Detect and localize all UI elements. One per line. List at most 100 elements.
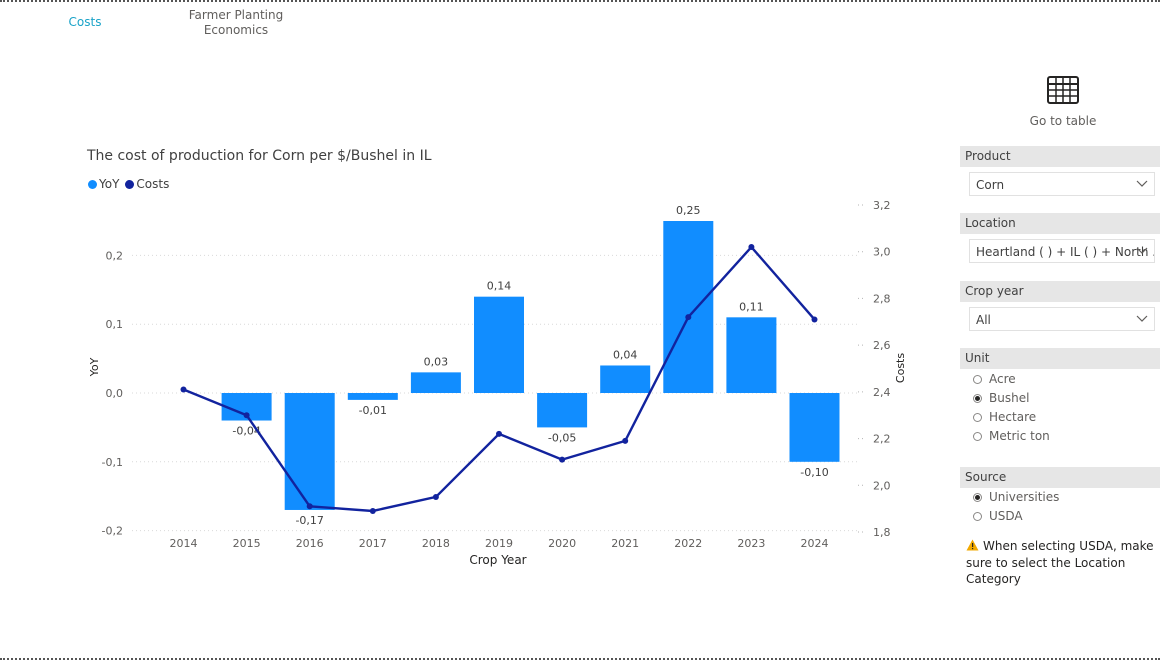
combo-chart: 0,2 0,1 0,0 -0,1 -0,2 3,2 3,0 2,8 2,6 2,4 2,2 2,0 1,…	[88, 199, 907, 567]
x-tick-label: 2024	[801, 537, 829, 550]
unit-option-bushel[interactable]: Bushel	[973, 391, 1029, 405]
y-left-tick-label: 0,2	[106, 249, 124, 262]
warning-text: When selecting USDA, make sure to select…	[966, 539, 1154, 586]
radio-button[interactable]	[973, 412, 982, 422]
costs-point	[811, 316, 818, 323]
bar-data-label: -0,01	[359, 404, 387, 417]
unit-option-hectare[interactable]: Hectare	[973, 410, 1036, 424]
x-tick-label: 2016	[296, 537, 324, 550]
bar	[663, 221, 714, 393]
location-dropdown-value: Heartland ( ) + IL ( ) + North ...	[976, 245, 1155, 259]
unit-slicer-header: Unit	[960, 348, 1160, 369]
bar-data-label: 0,11	[739, 300, 764, 313]
costs-point	[559, 456, 566, 463]
y-left-tick-label: 0,0	[106, 387, 124, 400]
legend-item-yoy[interactable]: YoY	[88, 177, 119, 191]
bar	[537, 393, 588, 428]
chart-legend: YoY Costs	[88, 177, 169, 191]
bar	[284, 393, 335, 510]
tab-farmer-planting-economics[interactable]: Farmer Planting Economics	[188, 8, 284, 37]
legend-item-costs[interactable]: Costs	[125, 177, 169, 191]
radio-button[interactable]	[973, 431, 982, 441]
bar-data-label: -0,05	[548, 431, 576, 444]
usda-warning: When selecting USDA, make sure to select…	[966, 538, 1160, 587]
chevron-down-icon	[1136, 244, 1148, 259]
costs-point	[306, 503, 313, 510]
y-right-tick-label: 2,0	[873, 479, 891, 492]
unit-option-label: Bushel	[989, 391, 1030, 405]
chevron-down-icon	[1136, 177, 1148, 192]
product-slicer-header: Product	[960, 146, 1160, 167]
unit-option-label: Acre	[989, 372, 1016, 386]
bar	[789, 393, 840, 462]
bar	[410, 372, 461, 393]
costs-point	[432, 493, 439, 500]
costs-point	[369, 507, 376, 514]
warning-icon	[966, 539, 979, 555]
x-tick-label: 2022	[674, 537, 702, 550]
x-tick-label: 2020	[548, 537, 576, 550]
top-border	[0, 0, 1160, 2]
location-slicer-header: Location	[960, 213, 1160, 234]
tab-costs[interactable]: Costs	[68, 15, 102, 29]
x-tick-label: 2017	[359, 537, 387, 550]
source-option-usda[interactable]: USDA	[973, 509, 1023, 523]
radio-button[interactable]	[973, 511, 982, 521]
go-to-table-button[interactable]: Go to table	[1010, 76, 1116, 128]
x-axis-title: Crop Year	[469, 553, 526, 567]
chevron-down-icon	[1136, 312, 1148, 327]
location-dropdown[interactable]: Heartland ( ) + IL ( ) + North ...	[969, 239, 1155, 263]
location-slicer: Location Heartland ( ) + IL ( ) + North …	[960, 213, 1160, 271]
legend-dot-yoy	[88, 179, 97, 189]
bar	[726, 317, 777, 393]
crop-year-dropdown-value: All	[976, 313, 991, 327]
costs-point	[748, 244, 755, 251]
costs-point	[243, 412, 250, 419]
source-option-universities[interactable]: Universities	[973, 490, 1059, 504]
bar	[474, 296, 524, 393]
chart-title: The cost of production for Corn per $/Bu…	[87, 148, 432, 164]
radio-button[interactable]	[973, 492, 982, 502]
legend-label-yoy: YoY	[99, 177, 120, 191]
y-right-tick-label: 3,0	[873, 246, 891, 259]
bar-data-label: 0,25	[676, 204, 701, 217]
y-left-axis-title: YoY	[88, 357, 101, 377]
legend-label-costs: Costs	[136, 177, 170, 191]
bottom-border	[0, 658, 1160, 660]
product-dropdown[interactable]: Corn	[969, 172, 1155, 196]
bar	[347, 393, 398, 400]
go-to-table-label: Go to table	[1029, 114, 1097, 128]
legend-dot-costs	[125, 179, 135, 189]
product-slicer: Product Corn	[960, 146, 1160, 204]
y-left-tick-label: 0,1	[106, 318, 124, 331]
bar-data-label: -0,17	[295, 514, 323, 527]
x-tick-label: 2015	[233, 537, 261, 550]
table-grid-icon	[1047, 76, 1079, 108]
costs-point	[180, 386, 187, 393]
costs-point	[685, 314, 692, 321]
y-right-tick-label: 3,2	[873, 199, 891, 212]
unit-option-label: Metric ton	[989, 429, 1050, 443]
crop-year-dropdown[interactable]: All	[969, 307, 1155, 331]
bar-data-label: 0,04	[613, 348, 638, 361]
unit-option-metric-ton[interactable]: Metric ton	[973, 429, 1050, 443]
y-right-tick-label: 2,2	[873, 433, 891, 446]
costs-point	[622, 437, 629, 444]
crop-year-slicer-header: Crop year	[960, 281, 1160, 302]
bar-data-label: 0,14	[487, 280, 512, 293]
y-right-axis-title: Costs	[894, 353, 907, 383]
bar-data-label: 0,03	[424, 355, 449, 368]
y-left-tick-label: -0,2	[102, 525, 123, 538]
product-dropdown-value: Corn	[976, 178, 1005, 192]
unit-slicer: Unit Acre Bushel Hectare Metric ton	[960, 348, 1160, 458]
source-slicer: Source Universities USDA	[960, 467, 1160, 529]
x-tick-label: 2014	[170, 537, 198, 550]
unit-option-acre[interactable]: Acre	[973, 372, 1016, 386]
radio-button[interactable]	[973, 393, 982, 403]
bar-data-label: -0,04	[232, 425, 260, 438]
x-tick-label: 2018	[422, 537, 450, 550]
y-right-tick-label: 2,8	[873, 292, 891, 305]
crop-year-slicer: Crop year All	[960, 281, 1160, 339]
radio-button[interactable]	[973, 374, 982, 384]
source-slicer-header: Source	[960, 467, 1160, 488]
